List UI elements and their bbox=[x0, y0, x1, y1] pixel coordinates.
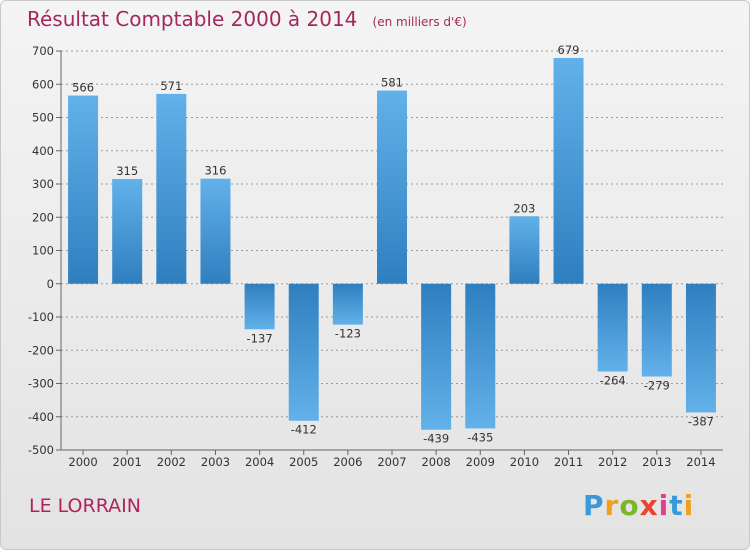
y-tick-label: 300 bbox=[32, 177, 54, 191]
labels-layer: 2000 566 2001 315 2002 571 2003 316 2004 -137 2005… bbox=[68, 43, 715, 469]
logo-letter: t bbox=[669, 489, 684, 522]
y-tick-label: -500 bbox=[28, 443, 54, 457]
bars-layer bbox=[68, 57, 716, 430]
logo-letter: i bbox=[658, 489, 670, 522]
y-tick-label: 700 bbox=[32, 44, 54, 58]
logo-letter: r bbox=[604, 489, 620, 522]
x-tick-label: 2014 bbox=[686, 455, 715, 469]
y-tick-label: -200 bbox=[28, 343, 54, 357]
x-tick-label: 2012 bbox=[598, 455, 627, 469]
data-label: 581 bbox=[381, 76, 403, 90]
x-tick-label: 2008 bbox=[421, 455, 450, 469]
chart-title: Résultat Comptable 2000 à 2014 bbox=[27, 7, 358, 31]
data-label: -264 bbox=[600, 374, 626, 388]
logo-letter: i bbox=[683, 489, 695, 522]
bar bbox=[553, 57, 584, 284]
bar bbox=[68, 95, 99, 284]
bar bbox=[641, 283, 672, 377]
bar bbox=[465, 283, 496, 429]
x-tick-label: 2010 bbox=[510, 455, 539, 469]
logo-letter: P bbox=[583, 489, 605, 522]
bar bbox=[685, 283, 716, 413]
x-tick-label: 2013 bbox=[642, 455, 671, 469]
data-label: -439 bbox=[423, 432, 449, 446]
data-label: 679 bbox=[558, 43, 580, 57]
bar bbox=[244, 283, 275, 330]
y-tick-label: 600 bbox=[32, 77, 54, 91]
bar bbox=[332, 283, 363, 325]
y-tick-label: 200 bbox=[32, 210, 54, 224]
y-tick-label: 100 bbox=[32, 244, 54, 258]
bar bbox=[200, 178, 231, 284]
y-tick-label: -300 bbox=[28, 377, 54, 391]
data-label: -387 bbox=[688, 414, 714, 428]
x-tick-label: 2004 bbox=[245, 455, 274, 469]
data-label: 315 bbox=[116, 164, 138, 178]
data-label: -435 bbox=[467, 430, 493, 444]
y-tick-label: -100 bbox=[28, 310, 54, 324]
bar bbox=[156, 93, 187, 284]
data-label: 203 bbox=[513, 201, 535, 215]
chart-subtitle: (en milliers d'€) bbox=[372, 15, 467, 29]
bar bbox=[421, 283, 452, 430]
logo-letter: x bbox=[639, 489, 659, 522]
bar bbox=[112, 179, 143, 284]
y-tick-label: -400 bbox=[28, 410, 54, 424]
x-tick-label: 2002 bbox=[157, 455, 186, 469]
x-tick-label: 2005 bbox=[289, 455, 318, 469]
chart-title-block: Résultat Comptable 2000 à 2014 (en milli… bbox=[27, 7, 467, 31]
logo-letter: o bbox=[619, 489, 640, 522]
data-label: 566 bbox=[72, 81, 94, 95]
y-tick-label: 0 bbox=[47, 277, 54, 291]
data-label: -123 bbox=[335, 327, 361, 341]
bar bbox=[377, 90, 407, 284]
commune-name: LE LORRAIN bbox=[29, 495, 141, 517]
x-tick-label: 2006 bbox=[333, 455, 362, 469]
data-label: 316 bbox=[204, 164, 226, 178]
x-tick-label: 2011 bbox=[554, 455, 583, 469]
x-tick-label: 2001 bbox=[113, 455, 142, 469]
bar bbox=[597, 283, 628, 372]
x-tick-label: 2000 bbox=[68, 455, 97, 469]
proxiti-logo[interactable]: Proxiti bbox=[583, 489, 694, 522]
data-label: -412 bbox=[291, 423, 317, 437]
y-tick-label: 500 bbox=[32, 111, 54, 125]
bar bbox=[288, 283, 319, 421]
data-label: -137 bbox=[247, 331, 273, 345]
data-label: 571 bbox=[160, 79, 182, 93]
data-label: -279 bbox=[644, 379, 670, 393]
x-tick-label: 2003 bbox=[201, 455, 230, 469]
x-tick-label: 2007 bbox=[377, 455, 406, 469]
x-tick-label: 2009 bbox=[466, 455, 495, 469]
bar bbox=[509, 216, 540, 284]
y-tick-label: 400 bbox=[32, 144, 54, 158]
